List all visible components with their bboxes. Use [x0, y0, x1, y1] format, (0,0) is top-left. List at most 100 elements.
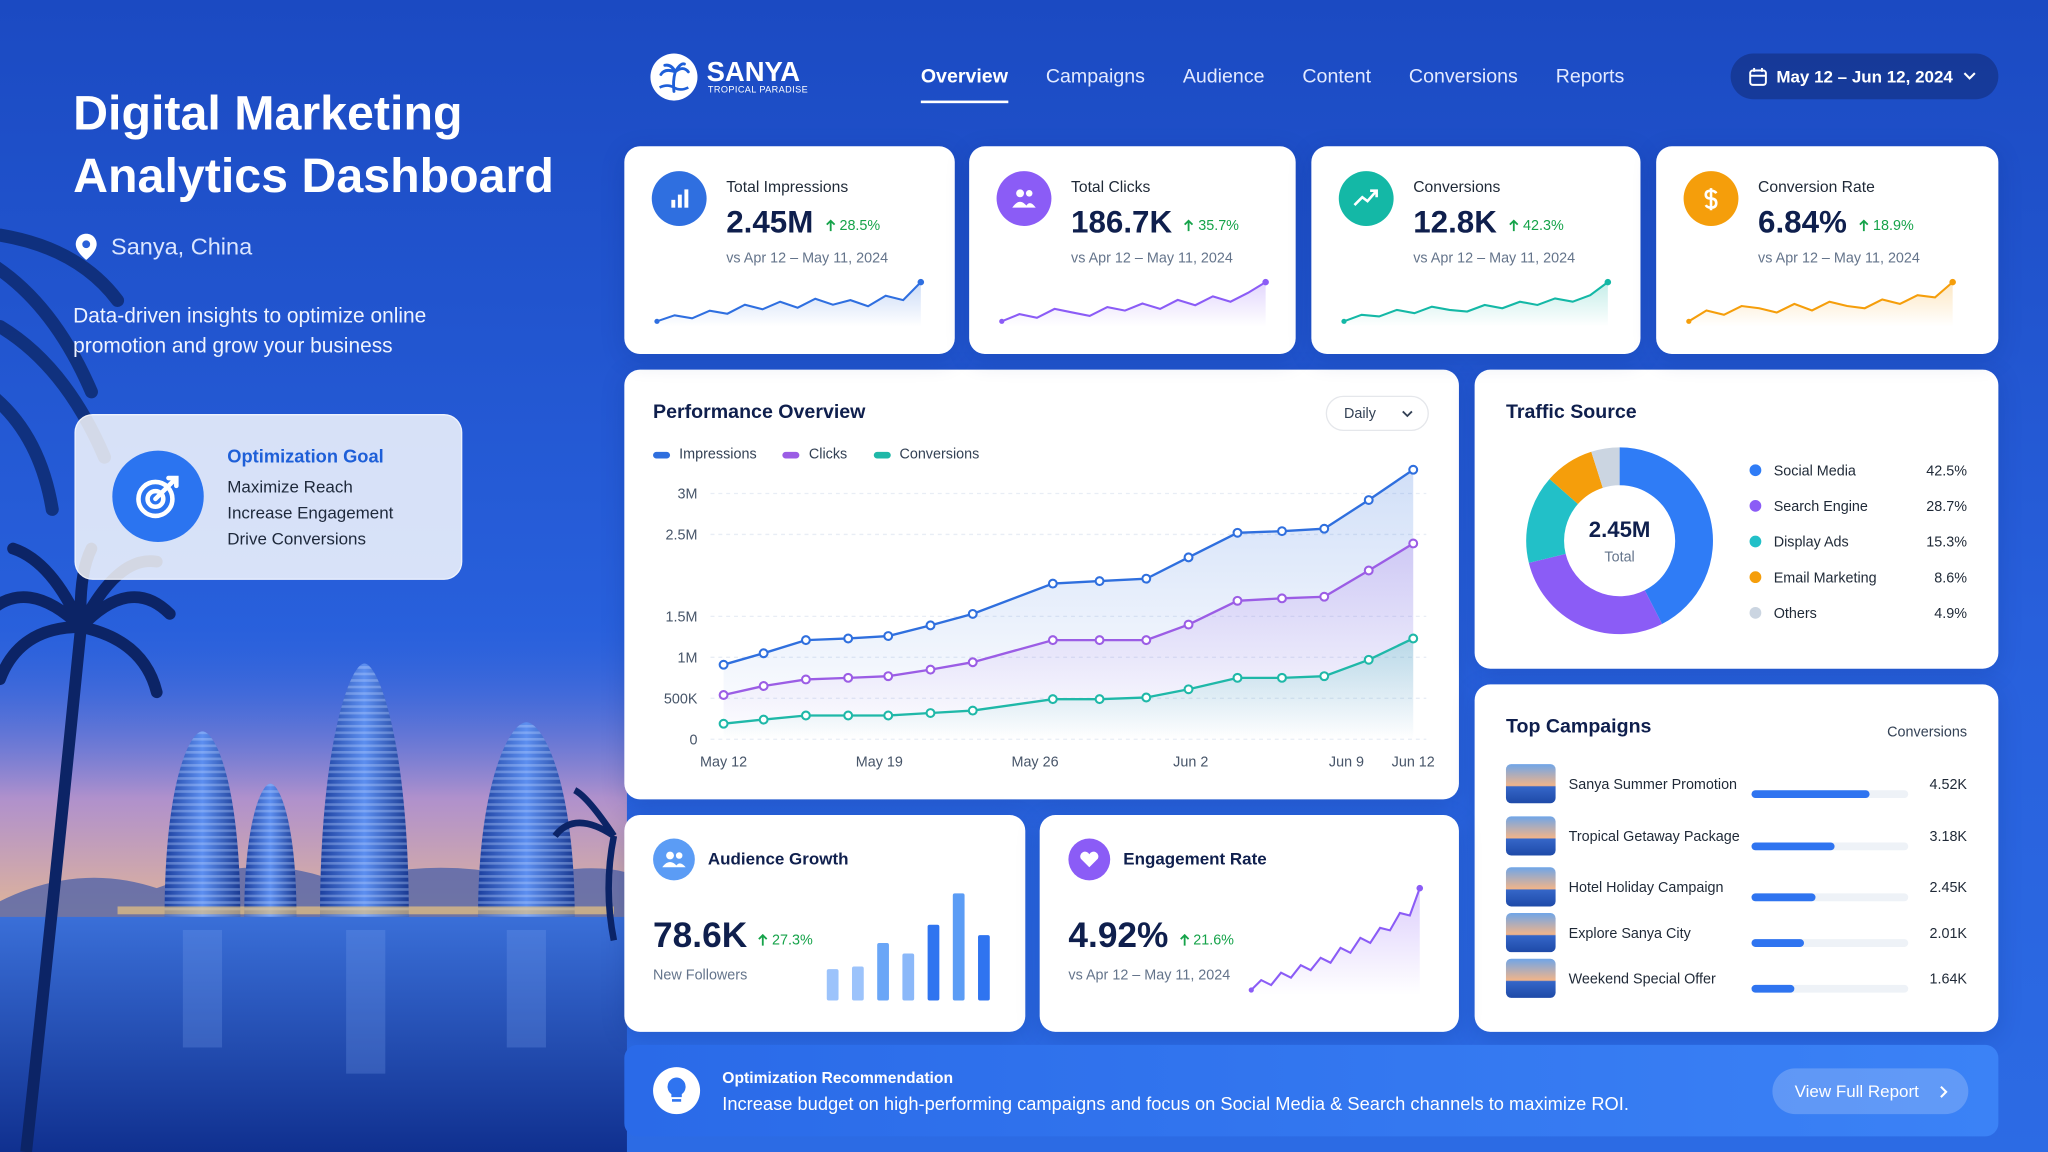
scenery	[0, 228, 627, 1152]
up-arrow	[1509, 219, 1519, 232]
legend-label: Clicks	[808, 446, 848, 463]
campaign-value: 1.64K	[1929, 972, 1967, 988]
date-picker[interactable]: May 12 – Jun 12, 2024	[1730, 53, 1999, 100]
point	[1232, 595, 1243, 606]
report-button[interactable]: View Full Report	[1772, 1068, 1969, 1115]
sparkline-area	[1688, 282, 1953, 327]
decoration	[666, 851, 674, 860]
point	[883, 631, 894, 641]
audience-bars	[826, 893, 990, 1001]
campaign-bars: Sanya Summer Promotion 4.52K Tropical Geta…	[1569, 777, 1967, 993]
page-title: Digital Marketing Analytics Dashboard	[73, 86, 554, 203]
card-title: Top Campaigns	[1505, 715, 1652, 738]
point	[1408, 464, 1419, 475]
period-select[interactable]: Daily	[1325, 395, 1429, 432]
y-tick-label: 500K	[664, 692, 698, 708]
sparkline-start	[654, 318, 660, 324]
decoration	[1963, 72, 1976, 80]
legend-dot	[1749, 571, 1762, 584]
bar	[902, 953, 915, 1001]
donut-slice	[1528, 553, 1662, 635]
nav-item[interactable]: Content	[1302, 65, 1372, 88]
campaign-value: 2.01K	[1929, 926, 1967, 942]
kpi-value-row: 2.45M 28.5%	[726, 205, 880, 242]
legend-item: Impressions	[653, 446, 757, 463]
up-arrow	[825, 219, 835, 232]
kpi-period: vs Apr 12 – May 11, 2024	[1758, 250, 1920, 267]
legend-value: 42.5%	[1926, 463, 1967, 479]
legend: Impressions Clicks Conversions	[653, 446, 979, 463]
bar	[927, 924, 940, 1001]
kpi-value: 6.84%	[1758, 205, 1847, 241]
legend-dot	[1749, 535, 1762, 548]
decoration	[1749, 69, 1767, 86]
legend-label: Search Engine	[1774, 499, 1868, 515]
up-arrow	[1859, 219, 1869, 232]
x-tick-label: May 12	[700, 755, 747, 771]
card-title: Audience Growth	[707, 848, 849, 869]
bar	[1751, 893, 1816, 902]
brand-tagline: TROPICAL PARADISE	[707, 86, 809, 96]
point	[800, 674, 811, 685]
x-tick-label: May 19	[856, 755, 903, 771]
decoration	[671, 199, 676, 208]
point	[843, 710, 854, 721]
point	[1319, 671, 1330, 682]
kpi-card: Total Impressions 2.45M 28.5% vs Apr 12 – M…	[624, 146, 955, 354]
nav-item[interactable]: Reports	[1555, 65, 1625, 88]
decoration	[1940, 1085, 1948, 1098]
kpi-period: vs Apr 12 – May 11, 2024	[1413, 250, 1576, 267]
decoration	[136, 475, 179, 519]
card-title: Engagement Rate	[1123, 848, 1267, 869]
campaigns-card: Top Campaigns Conversions Sanya Summer P…	[1474, 684, 1999, 1032]
decoration	[82, 240, 91, 249]
point	[1094, 576, 1105, 587]
donut-slice	[1591, 447, 1621, 489]
audience-card: Audience Growth 78.6K 27.3% New Followers	[624, 815, 1026, 1032]
sparkline	[1688, 281, 1954, 323]
donut-slice	[1549, 451, 1604, 505]
legend-label: Impressions	[679, 446, 757, 463]
decoration	[346, 929, 386, 1074]
legend-item: Clicks	[782, 446, 848, 463]
point	[718, 659, 729, 670]
y-tick-label: 0	[689, 732, 697, 748]
logo-icon	[650, 53, 698, 101]
legend-label: Email Marketing	[1774, 570, 1877, 586]
sparkline-area	[1343, 282, 1608, 327]
sparkline	[1343, 281, 1609, 323]
kpi-value-row: 12.8K 42.3%	[1413, 205, 1564, 242]
sparkline-start	[1248, 987, 1254, 993]
decoration	[671, 1099, 682, 1102]
sparkline-end	[1949, 278, 1956, 286]
point	[758, 714, 769, 725]
decoration	[153, 475, 179, 502]
point	[883, 671, 894, 682]
point	[718, 718, 729, 729]
decoration	[244, 783, 297, 917]
x-tick-label: Jun 9	[1329, 755, 1364, 771]
legend-value: 28.7%	[1926, 499, 1967, 515]
decoration	[20, 626, 87, 1152]
point	[1047, 635, 1058, 646]
date-range: May 12 – Jun 12, 2024	[1776, 66, 1953, 87]
goal-card: Optimization Goal Maximize Reach Increase…	[74, 414, 463, 580]
point	[967, 657, 978, 668]
nav-item[interactable]: Audience	[1182, 65, 1265, 88]
kpi-period: vs Apr 12 – May 11, 2024	[1071, 250, 1233, 267]
decoration	[659, 62, 690, 93]
campaign-thumb	[1505, 958, 1556, 998]
nav-item[interactable]: Campaigns	[1045, 65, 1145, 88]
decoration	[677, 193, 682, 208]
decoration	[1402, 410, 1413, 418]
nav-item[interactable]: Conversions	[1408, 65, 1518, 88]
kpi-sparkline	[1341, 278, 1612, 327]
donut: Social Media 42.5% Search Engine 28.7% Displ…	[1526, 447, 1967, 635]
decoration	[675, 852, 683, 859]
nav-item[interactable]: Overview	[920, 65, 1008, 104]
kpi-icon	[996, 171, 1052, 226]
decoration	[478, 722, 575, 917]
change: 18.9%	[1859, 218, 1914, 234]
point	[1141, 573, 1152, 584]
